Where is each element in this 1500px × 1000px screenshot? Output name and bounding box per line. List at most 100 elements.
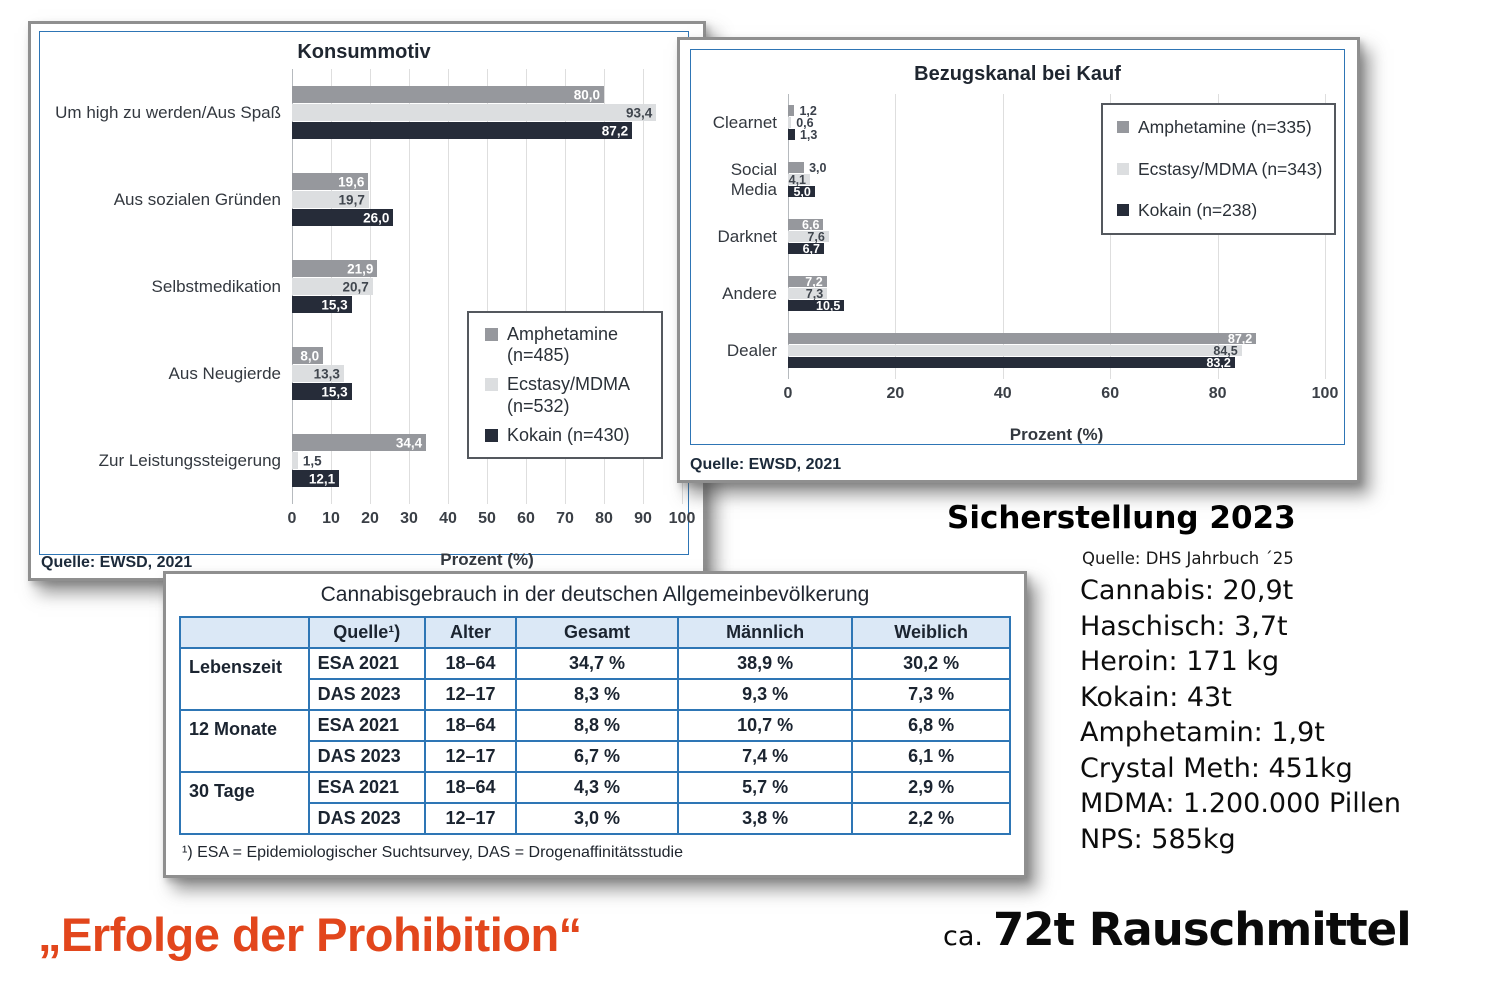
bar-group: 1,2 0,6 1,3: [788, 94, 1325, 151]
bar-value-label: 20,7: [342, 279, 369, 294]
source-note-konsummotiv: Quelle: EWSD, 2021: [41, 554, 193, 571]
chart-legend-konsummotiv: Amphetamine (n=485) Ecstasy/MDMA (n=532) K…: [467, 311, 663, 460]
bar-value-label: 10,5: [816, 298, 841, 313]
legend-label: Ecstasy/MDMA (n=343): [1138, 158, 1323, 179]
bar-series-0: 8,0: [292, 347, 324, 364]
axis-tick-label: 100: [668, 510, 696, 527]
table-cell: 8,3 %: [515, 678, 679, 711]
category-label: Darknet: [717, 226, 777, 246]
gridline: [643, 69, 644, 504]
legend-label: Amphetamine (n=335): [1138, 117, 1312, 137]
gridline: [1110, 94, 1112, 379]
bar-value-label: 93,4: [625, 105, 653, 120]
bar-series-0: 87,2: [788, 332, 1257, 346]
bar-value-label: 4,1: [788, 172, 807, 187]
column-header: Quelle¹): [307, 616, 426, 649]
bar-value-label: 12,1: [308, 471, 336, 486]
table-footnote: ¹) ESA = Epidemiologischer Suchtsurvey, …: [182, 844, 683, 861]
table-cell: 6,7 %: [515, 740, 679, 773]
axis-tick-label: 20: [361, 510, 379, 527]
seizure-item: NPS: 585kg: [1080, 823, 1236, 855]
seizure-item: Kokain: 43t: [1080, 681, 1232, 713]
bar-group: 21,9 20,7 15,3: [292, 243, 682, 330]
table-cell: 5,7 %: [676, 771, 854, 804]
bar-value-label: 7,6: [807, 229, 825, 244]
table-row: DAS 2023 12–17 8,3 % 9,3 % 7,3 %: [180, 678, 1011, 711]
bar-series-0: 80,0: [292, 86, 604, 103]
bar-series-2: 83,2: [788, 356, 1235, 370]
x-axis-title: Prozent (%): [1009, 425, 1104, 444]
table-row: DAS 2023 12–17 6,7 % 7,4 % 6,1 %: [180, 740, 1011, 773]
legend-label: Kokain (n=238): [1138, 200, 1258, 221]
axis-tick-label: 0: [287, 510, 297, 527]
table-cell: 30,2 %: [851, 647, 1011, 680]
bar-series-1: 4,1: [788, 172, 811, 187]
axis-tick-label: 60: [1101, 385, 1120, 402]
x-axis-title: Prozent (%): [440, 550, 534, 569]
gridline: [1217, 94, 1219, 379]
bar-series-2: 87,2: [292, 122, 633, 139]
bar-series-0: 19,6: [292, 173, 369, 190]
chart-plot-konsummotiv: Um high zu werden/Aus Spaß 80,0 93,4 87,2 Au…: [40, 69, 695, 570]
bar-series-1: 20,7: [292, 278, 373, 295]
seizure-item: Amphetamin: 1,9t: [1080, 717, 1325, 748]
panel-konsummotiv: Konsummotiv Um high zu werden/Aus Spaß 80…: [28, 21, 706, 581]
gridline: [604, 69, 605, 504]
category-label: Selbstmedikation: [151, 276, 281, 296]
table-cell: 8,8 %: [515, 709, 679, 742]
row-group-label: Lebenszeit: [179, 647, 310, 711]
bar-series-2: 15,3: [292, 296, 352, 313]
category-row: Selbstmedikation 21,9 20,7 15,3: [40, 243, 688, 330]
axis-tick-label: 0: [783, 385, 793, 402]
chart-frame-bezugskanal: Bezugskanal bei Kauf Clearnet 1,2 0,6 1,3 So…: [690, 49, 1345, 445]
table-cell: ESA 2021: [307, 647, 426, 680]
chart-title-bezugskanal: Bezugskanal bei Kauf: [914, 63, 1121, 85]
total-value: 72t Rauschmittel: [992, 903, 1412, 956]
table-cell: 6,1 %: [851, 740, 1011, 773]
bar-series-0: 6,6: [788, 218, 824, 232]
axis-tick-label: 50: [478, 510, 496, 527]
bar-series-0: 3,0: [788, 161, 827, 175]
column-header: Weiblich: [851, 616, 1011, 649]
table-cell: 2,9 %: [851, 771, 1011, 804]
bar-series-2: 26,0: [292, 209, 394, 226]
total-prefix: ca.: [943, 921, 983, 952]
column-header: Männlich: [676, 616, 854, 649]
bar-value-label: 3,0: [809, 160, 827, 175]
panel-bezugskanal: Bezugskanal bei Kauf Clearnet 1,2 0,6 1,3 So…: [677, 37, 1360, 483]
table-cell: 12–17: [423, 740, 518, 773]
bar-series-2: 5,0: [788, 185, 815, 199]
category-row: Darknet 6,6 7,6 6,7: [691, 208, 1344, 265]
seizure-list: Cannabis: 20,9t Haschisch: 3,7t Heroin: …: [1080, 573, 1401, 857]
table-header-row: Quelle¹) Alter Gesamt Männlich Weiblich: [179, 616, 1011, 649]
axis-tick-label: 80: [1208, 385, 1227, 402]
seizure-item: Crystal Meth: 451kg: [1080, 752, 1353, 784]
category-label: Aus Neugierde: [168, 363, 281, 383]
table-cell: 7,3 %: [851, 678, 1011, 711]
axis-tick-label: 30: [400, 510, 418, 527]
category-label: Um high zu werden/Aus Spaß: [55, 102, 281, 122]
bar-series-2: 15,3: [292, 383, 352, 400]
chart-title-konsummotiv: Konsummotiv: [297, 41, 431, 63]
table-cell: 18–64: [423, 647, 518, 680]
bar-group: 7,2 7,3 10,5: [788, 265, 1325, 322]
seizure-item: Heroin: 171 kg: [1080, 646, 1280, 677]
column-header: [179, 616, 310, 649]
bar-series-0: 1,2: [788, 104, 817, 118]
source-note-bezugskanal: Quelle: EWSD, 2021: [690, 456, 842, 473]
bar-value-label: 7,2: [805, 274, 823, 289]
table-cell: 3,0 %: [515, 802, 679, 835]
bar-value-label: 1,5: [302, 453, 322, 468]
panel-cannabis-table: Cannabisgebrauch in der deutschen Allgem…: [163, 571, 1027, 878]
column-header: Gesamt: [515, 616, 679, 649]
table-row: DAS 2023 12–17 3,0 % 3,8 % 2,2 %: [180, 802, 1011, 835]
seizure-item: Haschisch: 3,7t: [1080, 610, 1288, 642]
gridline: [565, 69, 566, 504]
bar-group: 3,0 4,1 5,0: [788, 151, 1325, 208]
table-cell: 3,8 %: [676, 802, 854, 835]
table-cell: 18–64: [423, 709, 518, 742]
category-row: Social Media 3,0 4,1 5,0: [691, 151, 1344, 208]
bar-group: 87,2 84,5 83,2: [788, 322, 1325, 379]
seizure-title: Sicherstellung 2023: [947, 500, 1296, 536]
